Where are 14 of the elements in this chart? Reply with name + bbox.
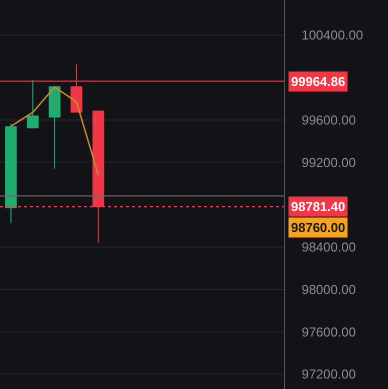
text: 98760.00 (291, 220, 346, 235)
ref-line-label: 99964.86 (291, 74, 346, 89)
y-tick-label: 99600.00 (302, 112, 356, 128)
y-tick-label: 99200.00 (302, 154, 356, 170)
candlestick (5, 123, 17, 224)
y-tick-label: 98000.00 (302, 282, 356, 297)
y-tick-label: 100400.00 (302, 28, 364, 43)
y-tick-label: 97600.00 (302, 324, 356, 340)
line-series (10, 86, 100, 176)
candlestick (26, 79, 39, 128)
y-tick-label: 97200.00 (302, 366, 356, 382)
candlestick (48, 86, 60, 170)
ref-line-label: 98781.40 (291, 199, 346, 214)
y-tick-label: 98400.00 (302, 240, 356, 255)
